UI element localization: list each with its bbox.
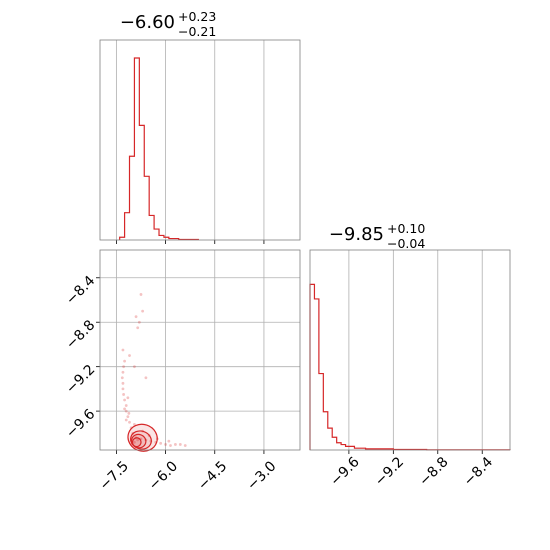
- scatter-point: [121, 348, 125, 352]
- x-tick-label: −6.0: [146, 458, 181, 493]
- scatter-point: [159, 441, 163, 445]
- panel-frame: [309, 249, 511, 451]
- panel-frame: [99, 249, 301, 451]
- scatter-point: [136, 326, 140, 330]
- x-tick-label: −9.2: [372, 454, 407, 489]
- density-contour: [127, 423, 158, 452]
- y-tick-label: −9.6: [63, 406, 98, 441]
- scatter-point: [121, 387, 125, 391]
- scatter-point: [137, 320, 141, 324]
- scatter-point: [136, 438, 140, 442]
- y-tick-label: −9.2: [63, 362, 98, 397]
- title-param-1: −6.60 +0.23 −0.21: [120, 9, 216, 39]
- histogram-panel-param-2: −9.6 −9.2 −8.8 −8.4: [309, 249, 511, 489]
- scatter-point: [174, 443, 177, 446]
- title-param-1-median: −6.60: [120, 12, 175, 33]
- title-param-2-upper-error: +0.10: [387, 221, 425, 236]
- scatter-point: [123, 359, 126, 363]
- density-contour: [130, 430, 152, 450]
- scatter-point: [124, 418, 128, 422]
- scatter-point: [122, 365, 126, 369]
- title-param-2: −9.85 +0.10 −0.04: [329, 221, 426, 251]
- scatter-point: [124, 404, 128, 407]
- x-tick-label: −3.0: [244, 458, 279, 493]
- y-tick-label: −8.4: [63, 273, 98, 308]
- histogram-panel-param-1: [99, 39, 301, 244]
- histogram-step-line: [309, 283, 511, 451]
- scatter-point: [122, 393, 126, 396]
- scatter-point: [128, 420, 131, 424]
- scatter-point: [178, 443, 182, 446]
- scatter-panel-param-1-vs-param-2: −7.5 −6.0 −4.5 −3.0 −8.4 −8.8 −9.2 −9.6: [63, 249, 301, 494]
- scatter-point: [120, 376, 124, 380]
- title-param-1-upper-error: +0.23: [178, 9, 216, 24]
- scatter-point: [164, 443, 167, 446]
- histogram-step-line: [119, 57, 199, 241]
- scatter-point: [139, 293, 143, 296]
- title-param-2-median: −9.85: [329, 224, 384, 245]
- scatter-point: [121, 370, 125, 374]
- scatter-point: [183, 444, 187, 447]
- scatter-point: [128, 354, 131, 357]
- scatter-point: [126, 396, 130, 400]
- panel-frame: [99, 39, 301, 241]
- scatter-point: [123, 398, 126, 402]
- scatter-point: [127, 411, 131, 415]
- x-tick-label: −9.6: [327, 454, 362, 489]
- scatter-point: [141, 309, 145, 313]
- scatter-point: [133, 423, 136, 426]
- scatter-point: [126, 415, 130, 419]
- scatter-point: [133, 365, 136, 369]
- scatter-point: [124, 409, 128, 413]
- scatter-point: [121, 381, 125, 385]
- x-tick-label: −8.4: [461, 454, 496, 489]
- x-tick-label: −8.8: [416, 454, 451, 489]
- scatter-point: [134, 315, 138, 319]
- y-tick-label: −8.8: [63, 317, 98, 352]
- scatter-point: [167, 439, 171, 443]
- title-param-1-lower-error: −0.21: [178, 24, 216, 39]
- x-tick-label: −4.5: [195, 458, 230, 493]
- scatter-point: [133, 440, 136, 444]
- x-tick-label: −7.5: [97, 458, 132, 493]
- scatter-point: [169, 444, 172, 447]
- title-param-2-lower-error: −0.04: [387, 236, 425, 251]
- scatter-point: [144, 376, 148, 380]
- scatter-point: [123, 407, 126, 411]
